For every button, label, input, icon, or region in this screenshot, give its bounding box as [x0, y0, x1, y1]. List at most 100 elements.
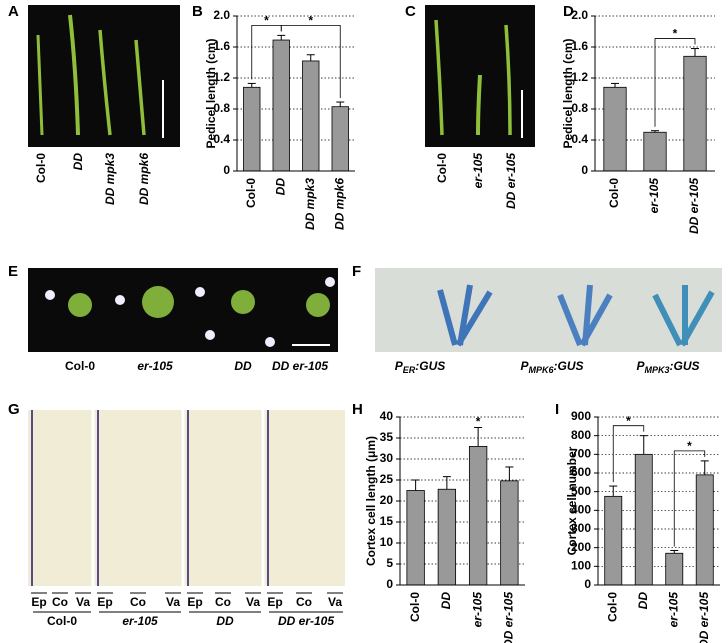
panel-label: B — [192, 3, 203, 20]
x-tick-label: Col-0 — [605, 592, 619, 622]
bar — [302, 60, 320, 172]
x-tick-label: Col-0 — [408, 592, 422, 622]
photo-label: er-105 — [137, 359, 173, 373]
panel-label: G — [8, 401, 20, 418]
group-label: Col-0 — [47, 614, 77, 628]
bar — [468, 445, 488, 586]
x-tick-label: DD — [636, 592, 650, 610]
group-label: DD — [216, 614, 234, 628]
x-tick-label: DD er-105 — [502, 592, 516, 643]
bar — [634, 453, 653, 586]
significance-bracket — [280, 24, 341, 99]
y-tick-label: 0 — [386, 577, 393, 591]
photo-label: DD — [71, 153, 85, 171]
photo-label: DD er-105 — [504, 153, 518, 209]
bar — [604, 495, 623, 586]
photo-label: PMPK6:GUS — [520, 359, 583, 375]
significance-mark: * — [308, 14, 313, 28]
x-tick-label: Col-0 — [244, 178, 258, 208]
photo-label: PMPK3:GUS — [636, 359, 699, 375]
y-axis-label: Pedicel length (cm) — [561, 38, 575, 148]
photo-label: er-105 — [471, 153, 485, 189]
y-tick-label: 800 — [571, 428, 591, 442]
label-main: P — [520, 359, 529, 373]
bar — [406, 490, 425, 586]
x-tick-label: DD — [439, 592, 453, 610]
photo-label: DD mpk6 — [137, 153, 151, 205]
tissue-label: Ep — [31, 595, 46, 609]
x-tick-label: DD er-105 — [697, 592, 711, 643]
panel-label: H — [352, 401, 363, 418]
significance-bracket — [673, 450, 706, 547]
label-sub: MPK3 — [645, 365, 670, 375]
y-tick-label: 25 — [380, 472, 394, 486]
label-tail: :GUS — [670, 359, 700, 373]
significance-mark: * — [476, 415, 481, 429]
y-tick-label: 300 — [571, 521, 591, 535]
y-tick-label: 0 — [223, 163, 230, 177]
photo-label: Col-0 — [65, 359, 95, 373]
significance-mark: * — [687, 439, 692, 453]
tissue-label: Va — [328, 595, 342, 609]
label-tail: :GUS — [415, 359, 445, 373]
y-axis-label: Cortex cell length (μm) — [364, 436, 378, 566]
label-sub: MPK6 — [529, 365, 555, 375]
x-tick-label: er-105 — [470, 592, 484, 628]
photo-label: Col-0 — [435, 153, 449, 183]
label-main: P — [395, 359, 404, 373]
bar — [331, 106, 349, 172]
panel-label: I — [555, 401, 559, 418]
y-tick-label: 500 — [571, 484, 591, 498]
tissue-label: Co — [215, 595, 231, 609]
significance-mark: * — [264, 14, 269, 28]
x-tick-label: DD er-105 — [687, 178, 701, 234]
photo-label: Col-0 — [34, 153, 48, 183]
photo-a — [28, 5, 180, 147]
bar — [695, 474, 714, 586]
y-tick-label: 1.6 — [571, 39, 588, 53]
x-tick-label: DD mpk6 — [332, 178, 346, 230]
significance-mark: * — [626, 414, 631, 428]
tissue-label: Co — [130, 595, 146, 609]
bar — [437, 488, 457, 586]
y-tick-label: 15 — [380, 514, 394, 528]
photo-label: DD er-105 — [272, 359, 328, 373]
x-tick-label: er-105 — [666, 592, 680, 628]
y-axis-label: Pedicel length (cm) — [204, 38, 218, 148]
group-label: er-105 — [122, 614, 158, 628]
tissue-label: Co — [52, 595, 68, 609]
label-main: P — [636, 359, 645, 373]
photo-label: DD — [234, 359, 252, 373]
y-tick-label: 0 — [584, 577, 591, 591]
y-tick-label: 0.8 — [571, 101, 588, 115]
x-tick-label: er-105 — [647, 178, 661, 214]
x-tick-label: DD mpk3 — [303, 178, 317, 230]
y-tick-label: 400 — [571, 503, 591, 517]
photo-c — [425, 5, 535, 147]
y-tick-label: 1.2 — [213, 70, 230, 84]
y-tick-label: 1.6 — [213, 39, 230, 53]
y-tick-label: 40 — [380, 409, 394, 423]
tissue-label: Va — [166, 595, 180, 609]
label-tail: :GUS — [554, 359, 584, 373]
significance-bracket — [612, 425, 645, 483]
y-axis-label: Cortex cell number — [565, 446, 579, 555]
y-tick-label: 20 — [380, 493, 394, 507]
panel-label: C — [405, 3, 416, 20]
tissue-label: Va — [246, 595, 260, 609]
y-tick-label: 10 — [380, 535, 394, 549]
panel-label: D — [563, 3, 574, 20]
y-tick-label: 0.4 — [213, 132, 230, 146]
photo-f — [375, 268, 722, 352]
panel-label: E — [8, 263, 18, 280]
bar — [643, 131, 667, 172]
bar — [243, 86, 261, 172]
bar — [272, 39, 290, 172]
y-tick-label: 0 — [581, 163, 588, 177]
y-tick-label: 1.2 — [571, 70, 588, 84]
bar — [665, 552, 684, 586]
significance-mark: * — [673, 27, 678, 41]
tissue-label: Ep — [97, 595, 112, 609]
tissue-label: Co — [296, 595, 312, 609]
